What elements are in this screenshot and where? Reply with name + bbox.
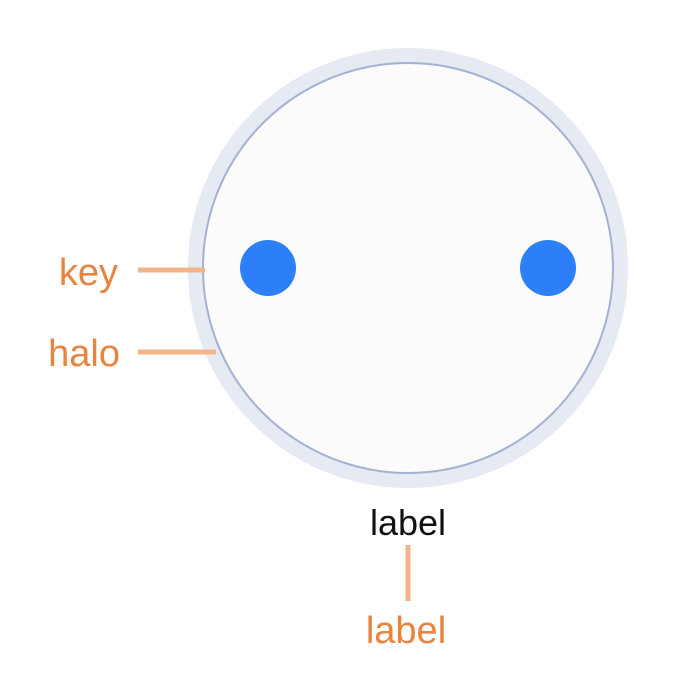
label-annotation: label bbox=[366, 610, 446, 652]
node-label: label bbox=[370, 502, 446, 543]
key-annotation: key bbox=[59, 252, 118, 294]
halo-annotation: halo bbox=[48, 333, 120, 375]
key-port-left bbox=[240, 240, 296, 296]
key-port-right bbox=[520, 240, 576, 296]
